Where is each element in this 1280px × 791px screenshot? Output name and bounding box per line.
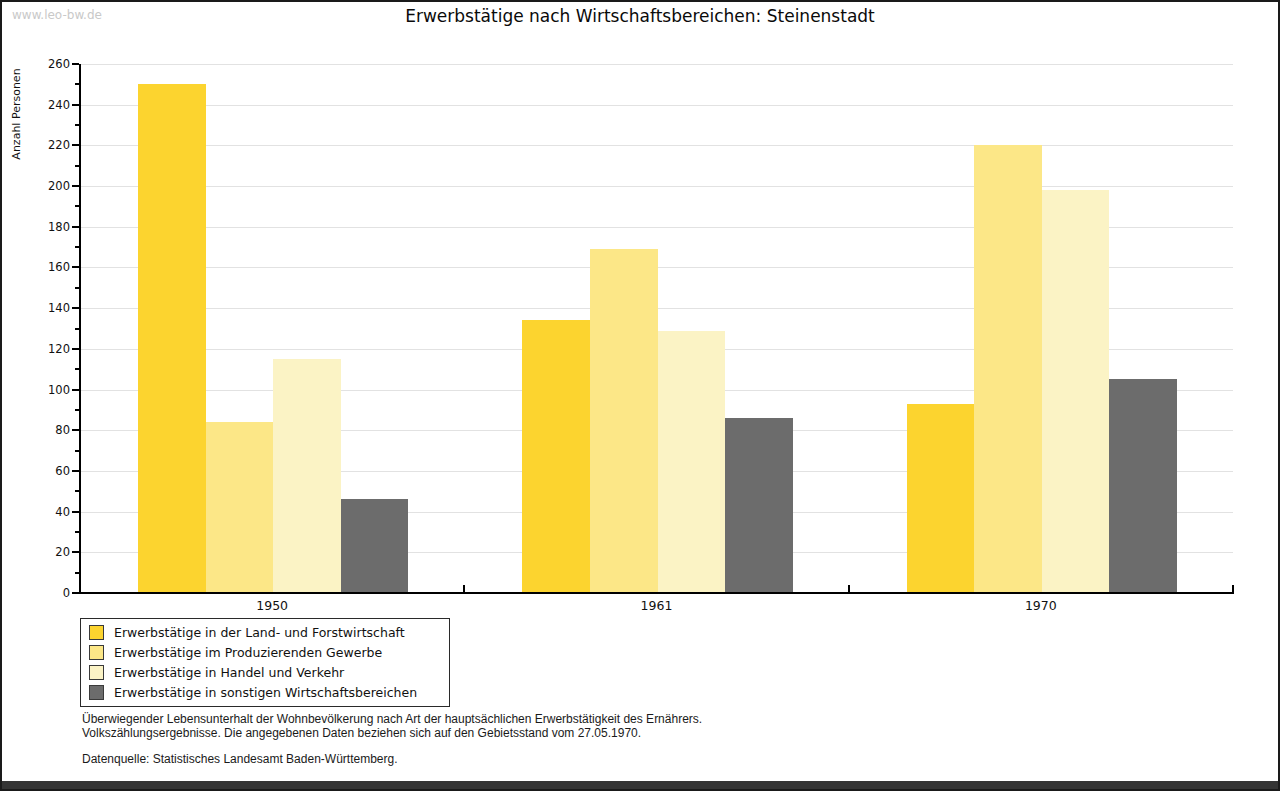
y-tick-label-60: 60 <box>30 464 70 478</box>
y-tick-label-20: 20 <box>30 545 70 559</box>
footnote-source: Datenquelle: Statistisches Landesamt Bad… <box>82 752 398 766</box>
legend-label-series1: Erwerbstätige in der Land- und Forstwirt… <box>114 625 405 640</box>
y-minor-tick-10 <box>75 572 79 574</box>
legend-label-series4: Erwerbstätige in sonstigen Wirtschaftsbe… <box>114 685 417 700</box>
y-tick-40 <box>72 511 79 513</box>
y-tick-label-180: 180 <box>30 220 70 234</box>
x-tick-2 <box>848 585 850 592</box>
y-tick-label-100: 100 <box>30 383 70 397</box>
legend-item-3: Erwerbstätige in Handel und Verkehr <box>89 662 441 682</box>
bar-series4-1950 <box>341 499 409 593</box>
y-tick-20 <box>72 551 79 553</box>
bar-series2-1961 <box>590 249 658 593</box>
y-minor-tick-130 <box>75 328 79 330</box>
gridline-220 <box>80 145 1233 146</box>
bar-series3-1970 <box>1042 190 1110 593</box>
legend-item-2: Erwerbstätige im Produzierenden Gewerbe <box>89 642 441 662</box>
gridline-240 <box>80 105 1233 106</box>
y-tick-180 <box>72 226 79 228</box>
y-minor-tick-90 <box>75 409 79 411</box>
y-tick-label-120: 120 <box>30 342 70 356</box>
bar-series4-1970 <box>1109 379 1177 593</box>
y-minor-tick-170 <box>75 246 79 248</box>
bar-series3-1950 <box>273 359 341 593</box>
y-tick-label-220: 220 <box>30 138 70 152</box>
x-axis-label-1950: 1950 <box>232 598 312 613</box>
legend-swatch-series4 <box>89 685 104 700</box>
y-minor-tick-230 <box>75 124 79 126</box>
legend-swatch-series1 <box>89 625 104 640</box>
footnote-line-1: Überwiegender Lebensunterhalt der Wohnbe… <box>82 712 702 726</box>
y-tick-240 <box>72 104 79 106</box>
y-tick-160 <box>72 266 79 268</box>
y-minor-tick-150 <box>75 287 79 289</box>
bottom-border-strip <box>2 781 1278 789</box>
y-axis-line <box>79 64 81 594</box>
legend-item-4: Erwerbstätige in sonstigen Wirtschaftsbe… <box>89 682 441 702</box>
y-tick-140 <box>72 307 79 309</box>
y-tick-label-40: 40 <box>30 505 70 519</box>
y-minor-tick-30 <box>75 531 79 533</box>
x-axis-label-1961: 1961 <box>617 598 697 613</box>
gridline-260 <box>80 64 1233 65</box>
y-tick-260 <box>72 63 79 65</box>
bar-series2-1970 <box>974 145 1042 593</box>
y-tick-120 <box>72 348 79 350</box>
x-axis-label-1970: 1970 <box>1001 598 1081 613</box>
y-tick-100 <box>72 389 79 391</box>
y-minor-tick-110 <box>75 368 79 370</box>
bar-series4-1961 <box>725 418 793 593</box>
bar-series1-1970 <box>907 404 975 593</box>
bar-series1-1950 <box>138 84 206 593</box>
y-tick-label-200: 200 <box>30 179 70 193</box>
y-tick-label-80: 80 <box>30 423 70 437</box>
y-tick-label-260: 260 <box>30 57 70 71</box>
y-tick-220 <box>72 144 79 146</box>
legend: Erwerbstätige in der Land- und Forstwirt… <box>80 618 450 707</box>
legend-items: Erwerbstätige in der Land- und Forstwirt… <box>89 622 441 702</box>
bar-series3-1961 <box>658 331 726 593</box>
y-tick-label-160: 160 <box>30 260 70 274</box>
bar-series1-1961 <box>522 320 590 593</box>
x-axis-line <box>79 592 1234 594</box>
chart-frame: www.leo-bw.de Erwerbstätige nach Wirtsch… <box>0 0 1280 791</box>
y-tick-label-140: 140 <box>30 301 70 315</box>
x-tick-0 <box>79 585 81 592</box>
y-tick-label-0: 0 <box>30 586 70 600</box>
y-tick-60 <box>72 470 79 472</box>
x-tick-1 <box>463 585 465 592</box>
y-minor-tick-50 <box>75 490 79 492</box>
gridline-200 <box>80 186 1233 187</box>
legend-swatch-series3 <box>89 665 104 680</box>
legend-label-series2: Erwerbstätige im Produzierenden Gewerbe <box>114 645 382 660</box>
y-minor-tick-190 <box>75 205 79 207</box>
bar-series2-1950 <box>206 422 274 593</box>
y-tick-80 <box>72 429 79 431</box>
legend-label-series3: Erwerbstätige in Handel und Verkehr <box>114 665 344 680</box>
y-tick-200 <box>72 185 79 187</box>
y-minor-tick-70 <box>75 450 79 452</box>
legend-swatch-series2 <box>89 645 104 660</box>
y-minor-tick-210 <box>75 165 79 167</box>
legend-item-1: Erwerbstätige in der Land- und Forstwirt… <box>89 622 441 642</box>
y-tick-label-240: 240 <box>30 98 70 112</box>
x-tick-3 <box>1232 585 1234 592</box>
y-minor-tick-250 <box>75 83 79 85</box>
footnote-line-2: Volkszählungsergebnisse. Die angegebenen… <box>82 726 641 740</box>
y-tick-0 <box>72 592 79 594</box>
